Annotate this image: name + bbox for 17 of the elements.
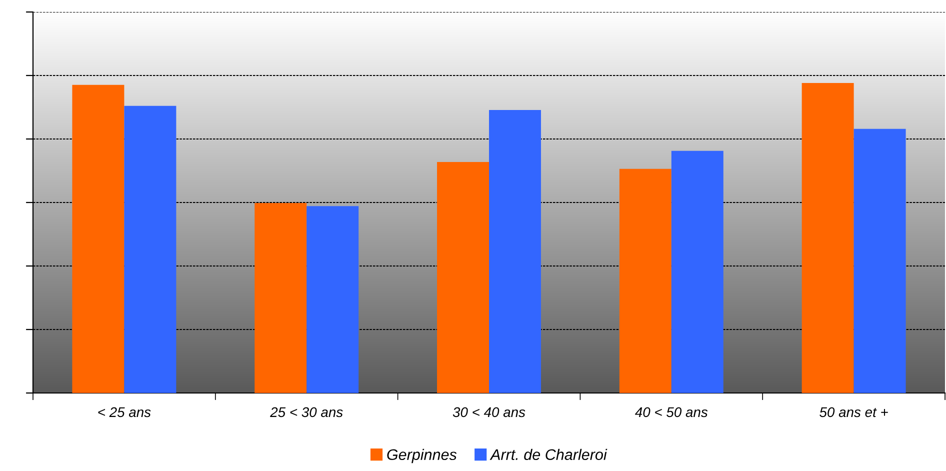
bar (619, 168, 672, 393)
bar (306, 206, 359, 393)
legend-label: Arrt. de Charleroi (490, 448, 608, 460)
bar (124, 106, 176, 393)
x-tick-label: 50 ans et + (820, 407, 888, 418)
bar (489, 110, 541, 393)
bar (802, 82, 854, 393)
legend-label: Gerpinnes (387, 448, 457, 464)
x-tick-label: < 25 ans (98, 407, 151, 418)
bar (254, 202, 307, 393)
bar (854, 128, 906, 393)
x-tick-label: 40 < 50 ans (635, 407, 708, 418)
bar (72, 84, 124, 393)
bar (437, 162, 489, 393)
x-tick-label: 30 < 40 ans (452, 407, 526, 418)
x-tick-label: 25 < 30 ans (270, 407, 343, 418)
bar (671, 150, 724, 393)
